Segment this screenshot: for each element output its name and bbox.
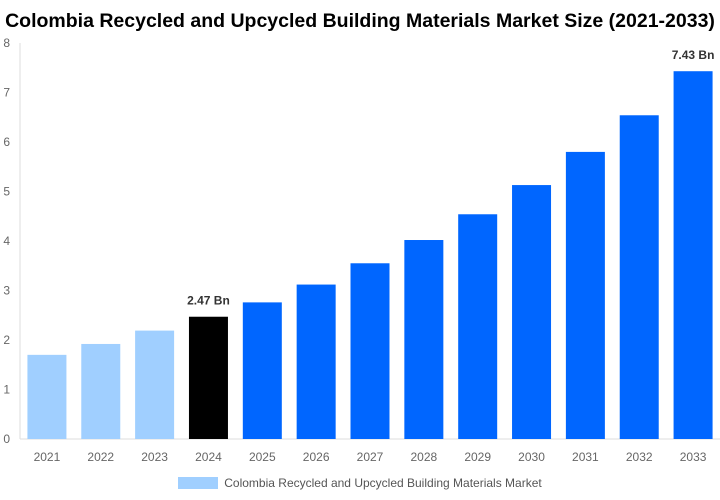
x-tick-label: 2021: [34, 450, 61, 464]
x-tick-label: 2025: [249, 450, 276, 464]
y-tick-label: 3: [3, 284, 10, 298]
bar-2033[interactable]: [673, 71, 713, 439]
y-tick-label: 5: [3, 185, 10, 199]
y-tick-label: 1: [3, 383, 10, 397]
bar-2030[interactable]: [512, 185, 552, 439]
y-tick-label: 4: [3, 234, 10, 248]
x-tick-label: 2030: [518, 450, 545, 464]
bar-2027[interactable]: [350, 263, 390, 439]
chart-title: Colombia Recycled and Upcycled Building …: [5, 10, 715, 32]
x-tick-label: 2022: [87, 450, 114, 464]
bar-2028[interactable]: [404, 240, 444, 439]
bar-2021[interactable]: [27, 354, 67, 439]
bar-2025[interactable]: [242, 302, 282, 439]
bar-2022[interactable]: [81, 343, 121, 439]
y-tick-label: 6: [3, 135, 10, 149]
x-tick-label: 2024: [195, 450, 222, 464]
x-tick-label: 2032: [626, 450, 653, 464]
bar-2024[interactable]: [188, 316, 228, 439]
data-label-2033: 7.43 Bn: [672, 48, 715, 62]
legend-swatch: [178, 477, 219, 489]
x-tick-label: 2026: [303, 450, 330, 464]
x-tick-label: 2029: [464, 450, 491, 464]
bar-2026[interactable]: [296, 284, 336, 439]
x-tick-label: 2031: [572, 450, 599, 464]
x-tick-label: 2028: [410, 450, 437, 464]
bar-2032[interactable]: [619, 115, 659, 440]
bar-2031[interactable]: [565, 151, 605, 439]
x-tick-label: 2027: [357, 450, 384, 464]
x-tick-label: 2033: [680, 450, 707, 464]
bar-2029[interactable]: [458, 214, 498, 439]
y-tick-label: 2: [3, 333, 10, 347]
data-label-2024: 2.47 Bn: [187, 294, 230, 308]
legend: Colombia Recycled and Upcycled Building …: [0, 476, 720, 490]
y-tick-label: 7: [3, 86, 10, 100]
x-tick-label: 2023: [141, 450, 168, 464]
y-tick-label: 0: [3, 432, 10, 446]
bar-chart: 0 1 2 3 4 5 6 7 8 2021 2022 2023 2024 2.47 Bn 2025 2026…: [3, 36, 720, 464]
y-tick-label: 8: [3, 36, 10, 50]
legend-label[interactable]: Colombia Recycled and Upcycled Building …: [224, 476, 542, 490]
bar-2023[interactable]: [135, 330, 175, 439]
